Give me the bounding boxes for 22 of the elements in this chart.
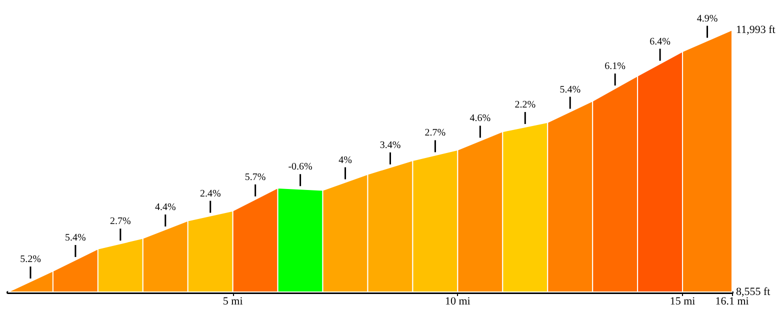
text: 4.9% [696, 13, 718, 24]
annotation: 5.4% [65, 232, 86, 244]
x-tick-label: 5 mi [222, 296, 243, 308]
annotation: -0.6% [288, 162, 312, 173]
y-tick-label: 8,555 ft [736, 286, 770, 298]
annotation: 2.7% [424, 128, 446, 139]
annotation: 5.7% [244, 172, 266, 183]
annotation: 2.2% [514, 100, 536, 111]
y-tick-label: 11,993 ft [736, 24, 776, 36]
x-tick-label: 15 mi [670, 296, 696, 308]
x-tick-label: 16.1 mi [715, 296, 749, 308]
annotation: 6.4% [650, 36, 670, 48]
annotation: 2.7% [110, 216, 131, 228]
annotation: 6.1% [604, 61, 626, 72]
annotation: 4.4% [154, 202, 176, 214]
annotation: 4.6% [470, 113, 491, 124]
annotation: 5.2% [20, 254, 41, 266]
annotation: 3.4% [380, 140, 401, 151]
x-tick-label: 10 mi [445, 296, 470, 308]
annotation: 2.4% [200, 188, 221, 200]
annotation: 4% [338, 154, 352, 166]
annotation: 5.4% [560, 84, 581, 96]
